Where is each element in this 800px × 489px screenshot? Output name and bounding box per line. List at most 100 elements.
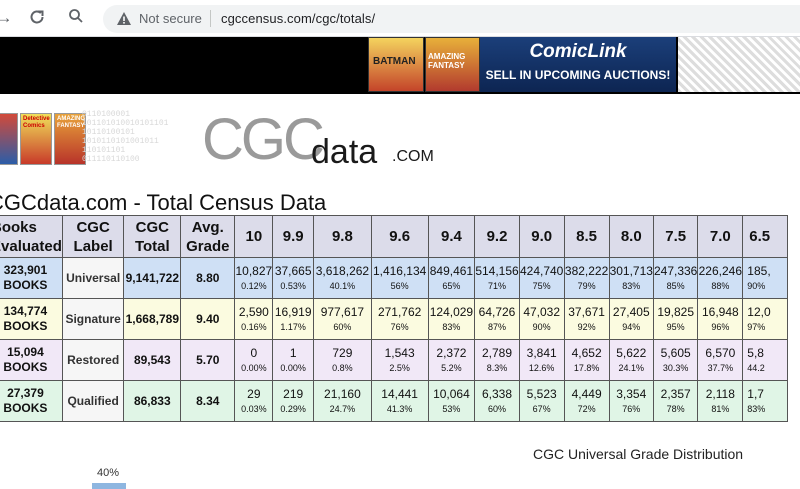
warning-icon[interactable]	[116, 11, 132, 27]
total-cell: 9,141,722	[123, 257, 182, 299]
grade-cell: 185, 90%	[742, 257, 788, 299]
grade-count: 2,118	[705, 387, 735, 401]
books-evaluated-cell: 134,774 BOOKS	[0, 298, 63, 340]
grade-cumulative-percent: 75%	[532, 281, 551, 291]
grade-cell: 5,8 44.2	[742, 339, 788, 381]
grade-cell: 1,7 83%	[742, 380, 788, 422]
ad-cta: SELL IN UPCOMING AUCTIONS!	[485, 68, 671, 82]
grade-cumulative-percent: 92%	[577, 322, 596, 332]
grade-cell: 2,372 5.2%	[427, 339, 476, 381]
col-header-grade: 6.5	[742, 215, 788, 258]
label-cell: Qualified	[61, 380, 125, 422]
grade-count: 185,	[747, 264, 771, 278]
grade-cell: 729 0.8%	[313, 339, 372, 381]
logo-cgc: CGC	[202, 107, 325, 172]
grade-cell: 271,762 76%	[370, 298, 429, 340]
ad-banner: BATMAN AMAZING FANTASY ComicLink SELL IN…	[0, 37, 800, 94]
url-text[interactable]: cgccensus.com/cgc/totals/	[221, 11, 376, 26]
security-label[interactable]: Not secure	[139, 11, 202, 26]
grade-count: 5,605	[660, 346, 691, 360]
grade-count: 21,160	[324, 387, 361, 401]
grade-cell: 382,222 79%	[563, 257, 610, 299]
label-cell: Signature	[61, 298, 125, 340]
grade-cell: 3,618,262 40.1%	[313, 257, 372, 299]
grade-cumulative-percent: 2.5%	[389, 363, 410, 373]
grade-count: 16,948	[701, 305, 739, 319]
grade-bar[interactable]	[92, 483, 126, 489]
grade-cumulative-percent: 97%	[747, 322, 766, 332]
table-row: 27,379 BOOKS Qualified 86,833 8.34 29 0.03% 21…	[0, 380, 788, 422]
grade-cell: 3,841 12.6%	[518, 339, 565, 381]
label-cell: Universal	[61, 257, 125, 299]
grade-cell: 124,029 83%	[427, 298, 476, 340]
grade-count: 4,449	[571, 387, 602, 401]
grade-cell: 1,416,134 56%	[370, 257, 429, 299]
avg-grade-cell: 5.70	[180, 339, 236, 381]
col-header-grade: 8.5	[563, 215, 610, 258]
site-logo[interactable]: Detective Comics AMAZING FANTASY 0110100…	[0, 107, 440, 172]
grade-cumulative-percent: 8.3%	[486, 363, 508, 373]
grade-cumulative-percent: 83%	[622, 281, 641, 291]
grade-cell: 977,617 60%	[313, 298, 372, 340]
grade-cell: 1 0.00%	[272, 339, 315, 381]
address-bar[interactable]: Not secure cgccensus.com/cgc/totals/	[103, 5, 800, 33]
grade-count: 10,064	[433, 387, 470, 401]
grade-cumulative-percent: 37.7%	[707, 363, 734, 373]
grade-cumulative-percent: 81%	[711, 404, 730, 414]
grade-cell: 12,0 97%	[742, 298, 788, 340]
forward-icon[interactable]: →	[0, 8, 13, 27]
grade-count: 729	[332, 346, 353, 360]
grade-cumulative-percent: 0.00%	[241, 363, 267, 373]
grade-cumulative-percent: 40.1%	[329, 281, 356, 291]
label-cell: Restored	[61, 339, 125, 381]
grade-cumulative-percent: 5.2%	[441, 363, 462, 373]
url-divider	[210, 10, 211, 27]
grade-cumulative-percent: 17.8%	[573, 363, 600, 373]
search-icon[interactable]	[66, 8, 86, 28]
col-header-grade: 9.6	[370, 215, 429, 258]
grade-cumulative-percent: 71%	[488, 281, 507, 291]
grade-cumulative-percent: 78%	[666, 404, 685, 414]
grade-count: 47,032	[523, 305, 561, 319]
spiderman-art-image	[678, 37, 800, 92]
comiclink-ad[interactable]: BATMAN AMAZING FANTASY ComicLink SELL IN…	[368, 37, 800, 92]
grade-count: 1,416,134	[372, 264, 427, 278]
grade-count: 2,590	[238, 305, 269, 319]
grade-count: 2,357	[660, 387, 691, 401]
avg-grade-cell: 8.80	[180, 257, 236, 299]
grade-count: 0	[250, 346, 258, 360]
grade-count: 12,0	[747, 305, 771, 319]
amazing-fantasy-cover-image: AMAZING FANTASY	[54, 113, 86, 165]
grade-cell: 2,118 81%	[697, 380, 744, 422]
grade-cumulative-percent: 96%	[711, 322, 730, 332]
col-header-avg: Avg. Grade	[180, 215, 236, 258]
total-cell: 89,543	[123, 339, 182, 381]
table-row: 323,901 BOOKS Universal 9,141,722 8.80 10,82…	[0, 257, 788, 299]
reload-icon[interactable]	[27, 8, 47, 28]
grade-cumulative-percent: 88%	[711, 281, 730, 291]
grade-cell: 247,336 85%	[652, 257, 699, 299]
browser-toolbar: → Not secure cgccensus.com/cgc/totals/	[0, 0, 800, 37]
cover-title: Detective Comics	[23, 116, 50, 129]
grade-cumulative-percent: 0.29%	[280, 404, 306, 414]
col-header-grade: 9.4	[427, 215, 476, 258]
grade-cell: 64,726 87%	[474, 298, 520, 340]
col-header-grade: 7.5	[652, 215, 699, 258]
grade-cell: 219 0.29%	[272, 380, 315, 422]
grade-cumulative-percent: 83%	[442, 322, 461, 332]
grade-count: 226,246	[698, 264, 743, 278]
grade-cumulative-percent: 79%	[577, 281, 596, 291]
grade-cumulative-percent: 0.00%	[280, 363, 306, 373]
grade-count: 271,762	[377, 305, 422, 319]
table-row: 134,774 BOOKS Signature 1,668,789 9.40 2,590…	[0, 298, 788, 340]
logo-data: data	[311, 133, 378, 171]
grade-cell: 27,405 94%	[608, 298, 654, 340]
col-header-grade: 8.0	[608, 215, 654, 258]
page-title: CGCdata.com - Total Census Data	[0, 190, 327, 215]
grade-count: 849,461	[429, 264, 474, 278]
grade-count: 247,336	[653, 264, 698, 278]
grade-cumulative-percent: 0.53%	[280, 281, 306, 291]
grade-count: 16,919	[274, 305, 312, 319]
col-header-grade: 9.8	[313, 215, 372, 258]
grade-count: 2,372	[436, 346, 467, 360]
